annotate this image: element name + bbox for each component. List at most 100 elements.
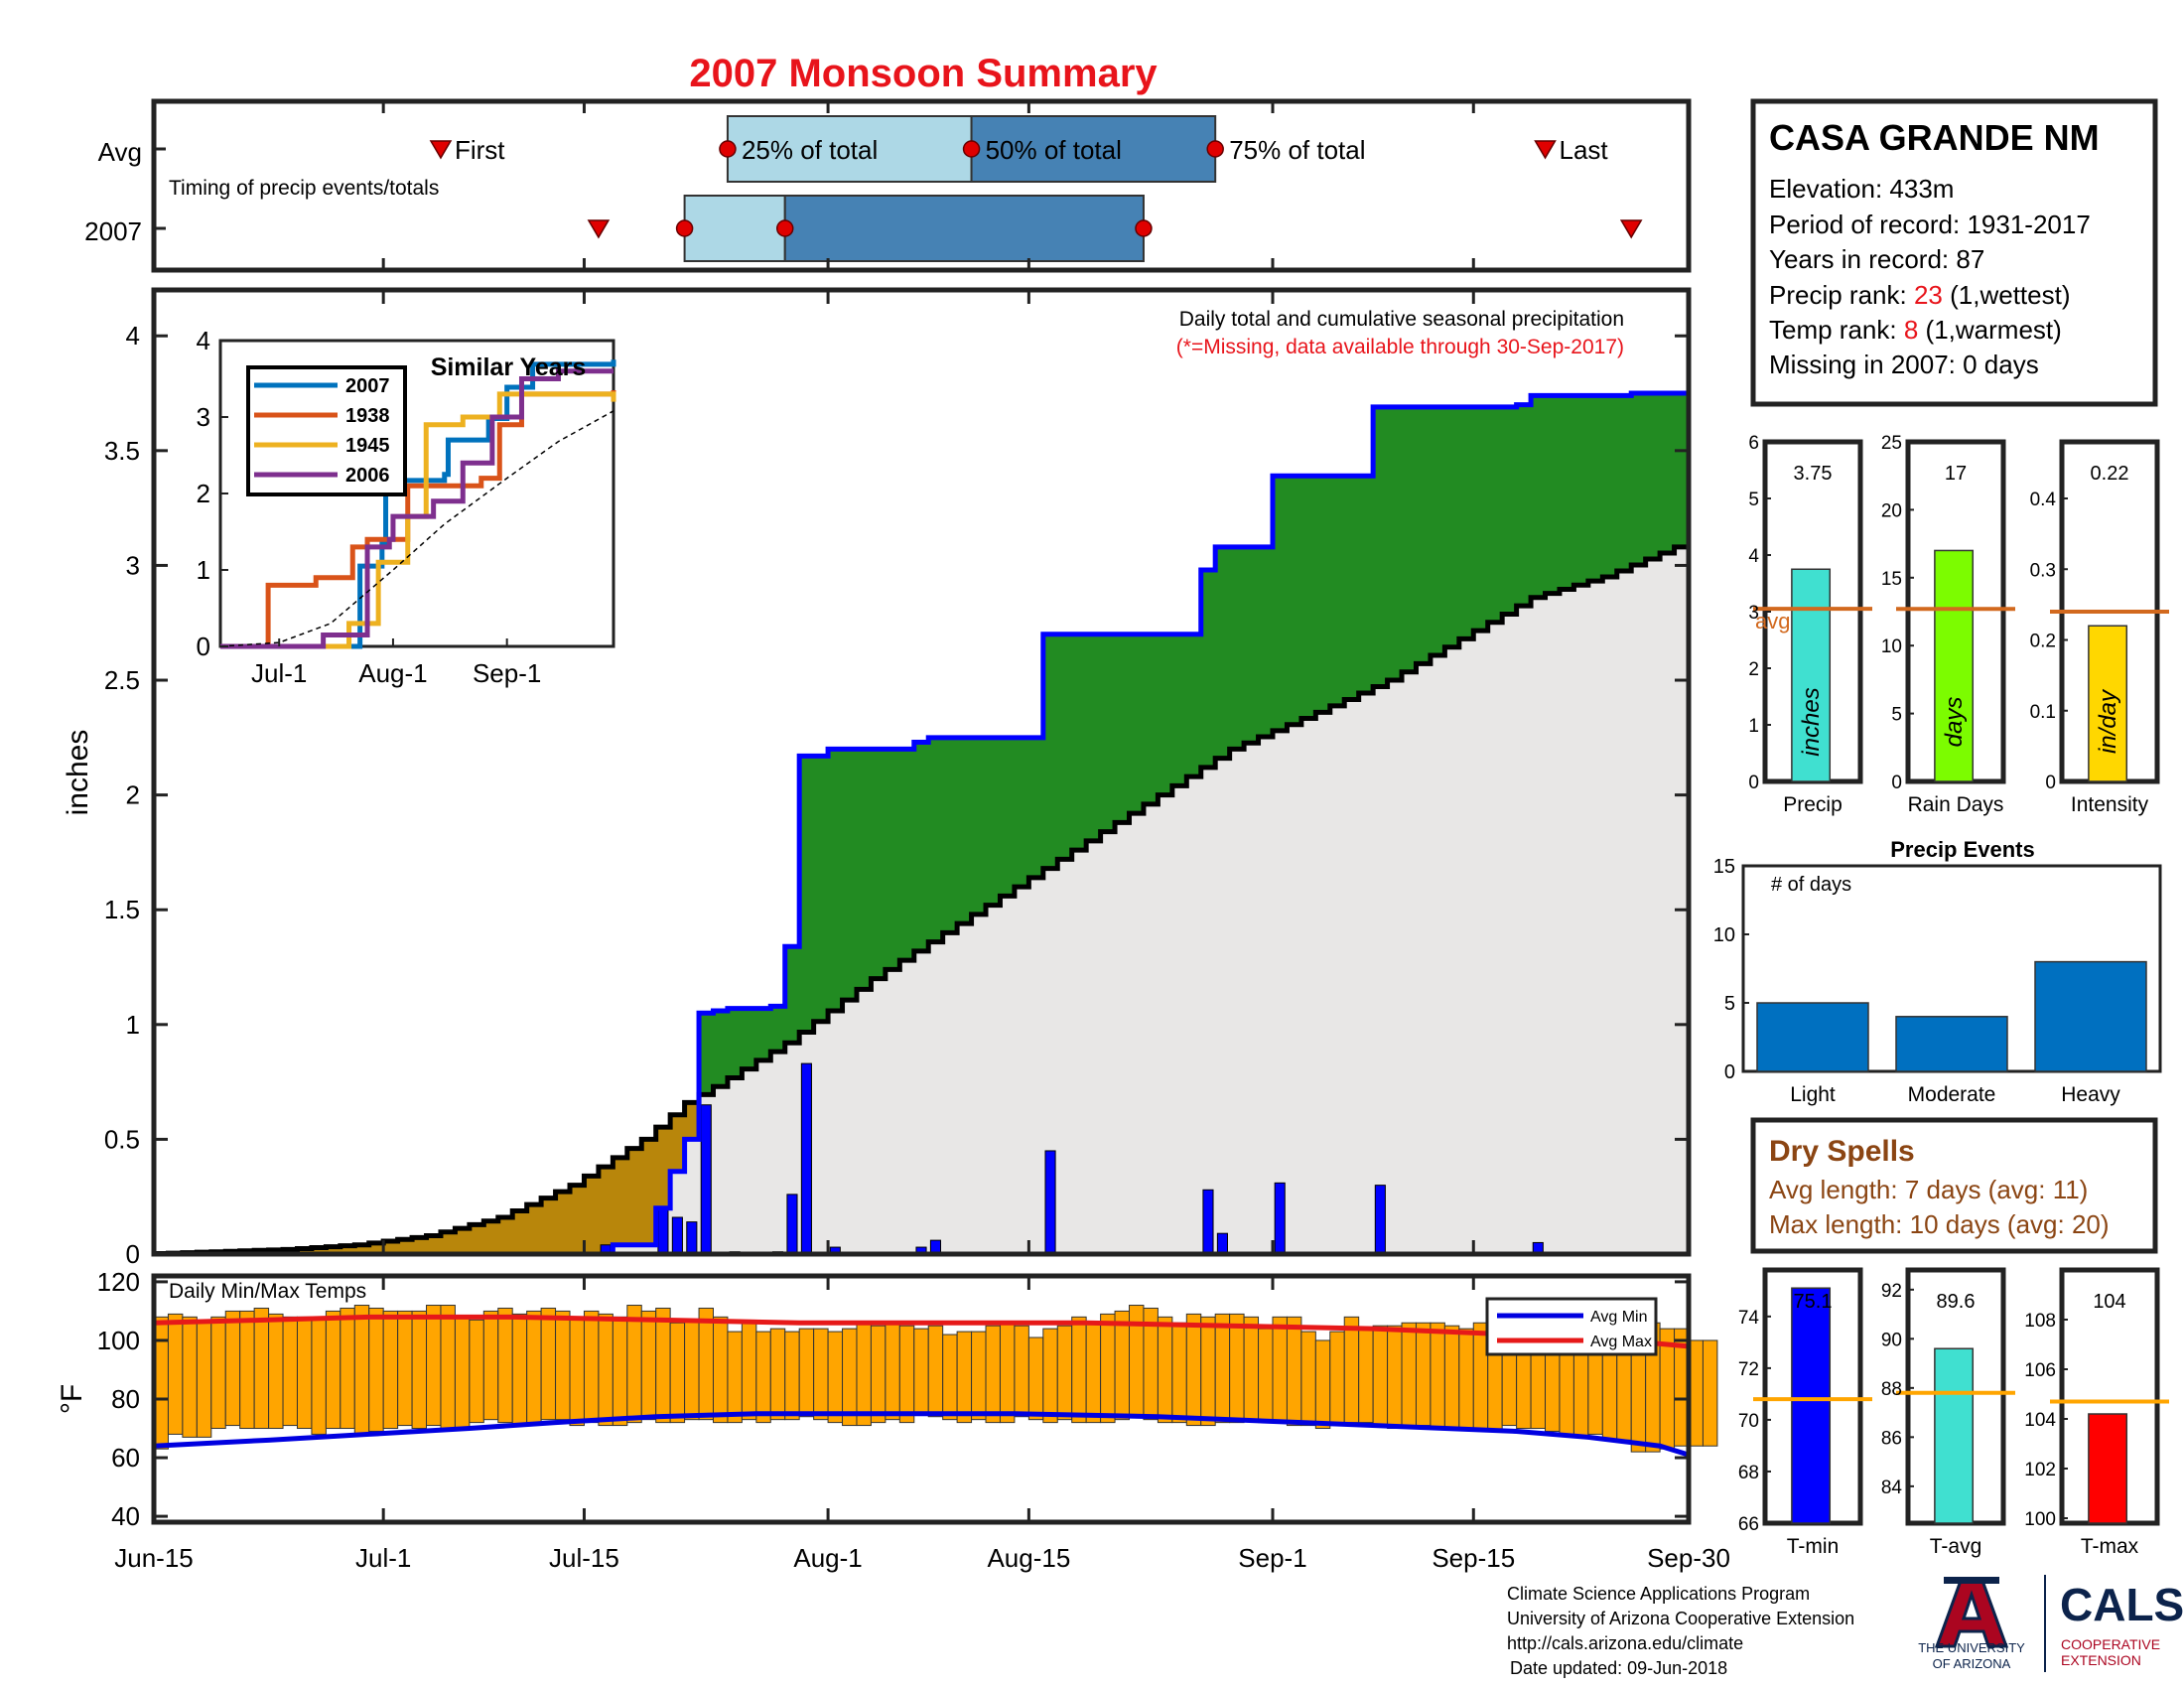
stat-ytick-label-raindays_stat-1: 5 (1891, 705, 1902, 726)
daily-temp-bar-17 (397, 1310, 413, 1427)
precip-events-marks: Light Moderate Heavy 0 5 10 15 (1713, 856, 2147, 1106)
inset-legend-label-2006: 2006 (345, 465, 390, 487)
temp-ytick-label-0: 40 (111, 1501, 140, 1531)
precip-event-bar-heavy (2034, 960, 2147, 1072)
temp-plot-title: Daily Min/Max Temps (169, 1280, 366, 1303)
daily-temp-bar-85 (1372, 1325, 1389, 1427)
timing-marker-0-2 (1206, 140, 1224, 158)
last-event-marker-0 (1534, 140, 1557, 160)
station-info-box: CASA GRANDE NM Elevation: 433m Period of… (1750, 98, 2158, 407)
inset-legend: 2007 1938 1945 2006 (246, 365, 407, 496)
precip-event-bar-moderate (1895, 1016, 2008, 1072)
daily-temp-bar-14 (353, 1305, 370, 1435)
inset-ytick-label-1: 1 (197, 555, 210, 585)
daily-temp-bar-8 (268, 1313, 284, 1430)
station-period: Period of record: 1931-2017 (1769, 210, 2091, 239)
stat-ytick-label-raindays_stat-4: 20 (1881, 500, 1902, 521)
ua-logo-line-2: OF ARIZONA (1933, 1656, 2011, 1671)
daily-temp-bar-39 (712, 1316, 729, 1424)
cals-logo-text: CALS (2060, 1579, 2184, 1630)
daily-temp-bar-60 (1014, 1325, 1029, 1418)
stat-avg-label-precip_stat: avg (1755, 609, 1790, 633)
inset-series-2006 (220, 368, 614, 649)
stat-ytick-label-raindays_stat-0: 0 (1891, 773, 1902, 793)
stat-ytick-label-precip_stat-6: 6 (1748, 433, 1759, 454)
daily-temp-bar-76 (1243, 1316, 1260, 1421)
daily-temp-bar-22 (469, 1319, 484, 1424)
daily-temp-bar-5 (224, 1310, 241, 1427)
daily-precip-bar-8 (800, 1062, 812, 1255)
stat-ytick-label-tmax_stat-2: 104 (2024, 1410, 2056, 1431)
precip-event-label-heavy: Heavy (2061, 1083, 2120, 1106)
daily-temp-bar-83 (1343, 1316, 1360, 1424)
stat-ytick-label-precip_stat-1: 1 (1748, 716, 1759, 737)
stat-panel-tmin_stat: 75.1 T-min 66 68 70 72 74 (1738, 1267, 1872, 1558)
inset-ytick-label-3: 3 (197, 402, 210, 432)
daily-temp-bar-29 (569, 1316, 585, 1427)
daily-temp-bar-63 (1056, 1325, 1073, 1421)
station-period-label: Period of record: (1769, 210, 1960, 239)
stat-bar-raindays_stat (1934, 549, 1975, 782)
last-event-marker-1 (1619, 219, 1643, 239)
daily-temp-bar-1 (167, 1313, 184, 1435)
stat-value-tmin_stat: 75.1 (1794, 1291, 1833, 1313)
inset-legend-label-1938: 1938 (345, 405, 390, 427)
daily-temp-bar-33 (626, 1305, 642, 1424)
average-cumulative-line (151, 544, 1689, 1257)
timing-label-first: First (455, 135, 505, 165)
stat-unit-precip_stat: inches (1798, 687, 1825, 756)
stat-ytick-label-tavg_stat-4: 92 (1881, 1281, 1902, 1302)
daily-temp-bar-35 (655, 1307, 671, 1424)
daily-temp-bar-36 (669, 1322, 686, 1424)
daily-temp-bar-11 (311, 1316, 327, 1435)
daily-temp-bar-78 (1272, 1316, 1288, 1424)
date-axis-label-4: Aug-15 (987, 1543, 1070, 1573)
timing-subtitle: Timing of precip events/totals (169, 177, 439, 200)
precip-rank-label: Precip rank: (1769, 280, 1907, 310)
daily-temp-bar-2 (182, 1316, 198, 1438)
daily-temp-bar-25 (511, 1313, 528, 1427)
events-ytick-label-0: 0 (1724, 1061, 1735, 1083)
events-ytick-label-3: 15 (1713, 856, 1735, 878)
stat-ytick-label-tmax_stat-1: 102 (2024, 1460, 2056, 1480)
footer-line-1: Climate Science Applications Program (1507, 1584, 1810, 1604)
stat-ytick-label-tavg_stat-0: 84 (1881, 1477, 1903, 1498)
current-cumulative-line (154, 390, 1689, 1257)
daily-precip-bar-16 (1374, 1185, 1386, 1255)
timing-marker-1-0 (675, 219, 694, 237)
date-axis-label-6: Sep-15 (1432, 1543, 1515, 1573)
daily-temp-bar-3 (196, 1322, 212, 1438)
daily-precip-bar-14 (1216, 1232, 1228, 1255)
temp-marks: 40 60 80 100 120 (97, 1267, 1718, 1531)
first-event-marker-1 (587, 219, 611, 239)
legend-avg-min-label: Avg Min (1590, 1309, 1648, 1326)
daily-temp-bar-53 (913, 1328, 929, 1415)
daily-temp-bar-6 (239, 1310, 255, 1430)
daily-temp-bar-28 (555, 1310, 571, 1421)
daily-precip-bar-13 (1202, 1189, 1214, 1255)
events-ytick-label-2: 10 (1713, 924, 1735, 946)
station-temp-rank: Temp rank: 8 (1,warmest) (1769, 315, 2062, 345)
stat-bar-precip_stat (1791, 568, 1832, 782)
daily-temp-bar-16 (382, 1310, 399, 1430)
stat-ytick-label-precip_stat-3: 3 (1748, 603, 1759, 624)
stat-value-tmax_stat: 104 (2093, 1291, 2125, 1313)
temp-panel: 40 60 80 100 120 Daily Min/Max Temps °F Avg … (56, 1267, 1730, 1573)
stat-category-tmax_stat: T-max (2081, 1535, 2139, 1558)
stat-ytick-label-intensity_stat-2: 0.2 (2030, 632, 2056, 652)
station-elevation-value: 433m (1889, 174, 1954, 204)
date-axis-label-0: Jun-15 (114, 1543, 194, 1573)
station-missing: Missing in 2007: 0 days (1769, 350, 2039, 379)
date-axis-label-5: Sep-1 (1238, 1543, 1306, 1573)
station-missing-value: 0 days (1963, 350, 2039, 379)
timing-box-late-1 (783, 195, 1145, 262)
main-y-axis-label: inches (62, 730, 94, 816)
timing-label-last: Last (1560, 135, 1609, 165)
stat-panel-raindays_stat: 17 Rain Days days 0 5 10 15 20 25 (1881, 433, 2015, 816)
daily-temp-bar-57 (971, 1331, 987, 1421)
daily-temp-bar-50 (870, 1325, 887, 1424)
inset-ytick-label-4: 4 (197, 326, 210, 355)
station-name: CASA GRANDE NM (1769, 117, 2100, 158)
inset-series-avg (219, 410, 614, 647)
station-elevation-label: Elevation: (1769, 174, 1882, 204)
